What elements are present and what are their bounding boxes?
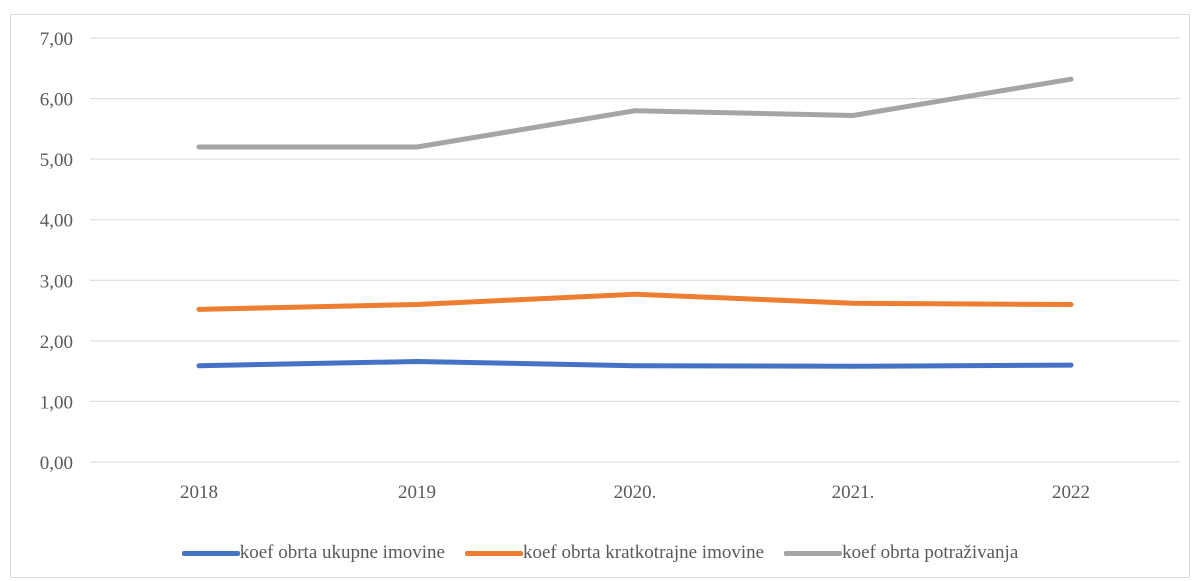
x-tick-label: 2021.: [832, 482, 875, 503]
y-tick-label: 7,00: [40, 29, 73, 50]
gridlines: [90, 37, 1180, 463]
legend-swatch: [181, 550, 240, 556]
series-line: [196, 359, 1074, 369]
legend-item-ukupne: koef obrta ukupne imovine: [181, 542, 445, 564]
legend-item-potrazivanja: koef obrta potraživanja: [784, 542, 1018, 564]
y-tick-label: 6,00: [40, 90, 73, 111]
series-lines: [196, 76, 1074, 369]
y-tick-label: 1,00: [40, 392, 73, 413]
y-axis: 0,00 1,00 2,00 3,00 4,00 5,00 6,00 7,00: [40, 29, 73, 474]
x-tick-label: 2022: [1052, 482, 1090, 503]
y-tick-label: 0,00: [40, 453, 73, 474]
legend-swatch: [464, 550, 523, 556]
legend-swatch: [784, 550, 843, 556]
x-tick-label: 2018: [180, 482, 218, 503]
x-axis: 2018 2019 2020. 2021. 2022: [180, 482, 1090, 503]
legend-item-kratkotrajne: koef obrta kratkotrajne imovine: [464, 542, 765, 564]
series-line: [196, 291, 1074, 312]
y-tick-label: 2,00: [40, 332, 73, 353]
legend-label: koef obrta ukupne imovine: [239, 542, 445, 563]
legend-label: koef obrta potraživanja: [842, 542, 1019, 563]
y-tick-label: 5,00: [40, 150, 73, 171]
y-tick-label: 4,00: [40, 211, 73, 232]
legend: koef obrta ukupne imovine koef obrta kra…: [0, 538, 1200, 568]
series-line: [196, 76, 1074, 150]
y-tick-label: 3,00: [40, 271, 73, 292]
legend-label: koef obrta kratkotrajne imovine: [522, 542, 765, 563]
x-tick-label: 2019: [398, 482, 436, 503]
x-tick-label: 2020.: [614, 482, 657, 503]
